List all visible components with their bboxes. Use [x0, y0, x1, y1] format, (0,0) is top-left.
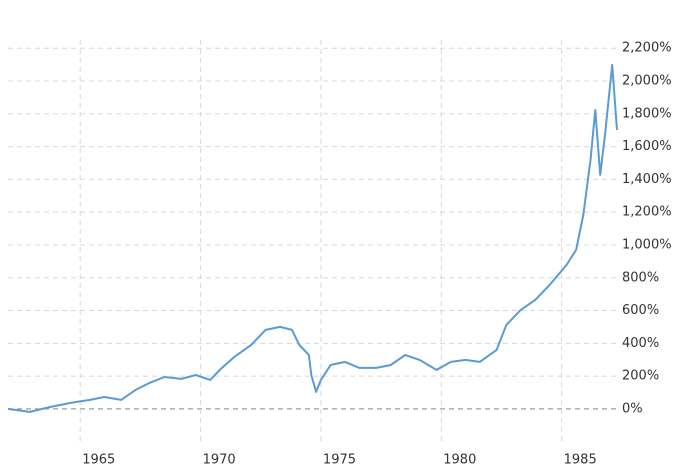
y-tick-label: 0%	[622, 401, 643, 416]
y-tick-label: 1,800%	[622, 106, 672, 121]
y-tick-label: 1,200%	[622, 205, 672, 220]
y-tick-label: 600%	[622, 303, 659, 318]
line	[7, 63, 618, 413]
y-tick-label: 1,400%	[622, 172, 672, 187]
y-tick-label: 400%	[622, 336, 659, 351]
x-tick-label: 1970	[203, 453, 236, 468]
y-tick-label: 2,200%	[622, 41, 672, 56]
y-tick-label: 200%	[622, 369, 659, 384]
y-tick-label: 800%	[622, 270, 659, 285]
x-tick-label: 1975	[323, 453, 356, 468]
y-tick-label: 1,600%	[622, 139, 672, 154]
x-tick-label: 1980	[443, 453, 476, 468]
y-tick-label: 2,000%	[622, 73, 672, 88]
x-tick-label: 1985	[564, 453, 597, 468]
y-tick-label: 1,000%	[622, 237, 672, 252]
x-tick-label: 1965	[82, 453, 115, 468]
